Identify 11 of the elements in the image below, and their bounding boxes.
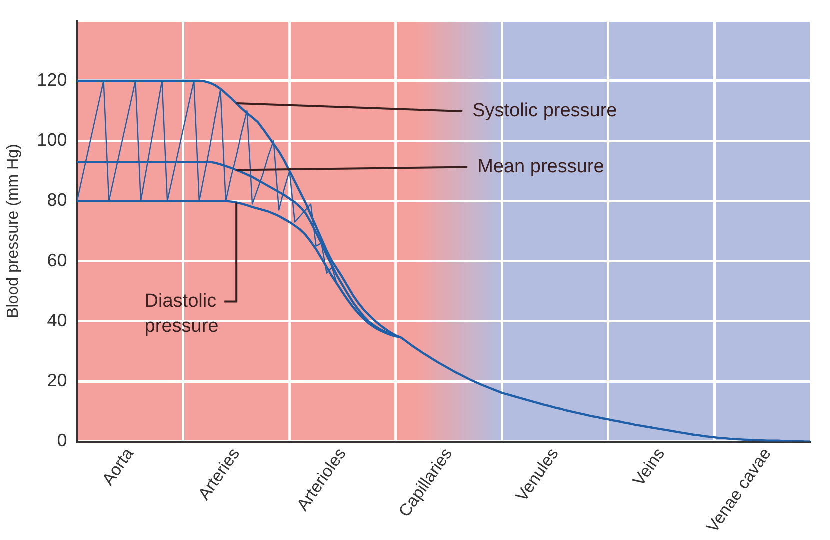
annotation: Systolic pressure: [472, 100, 618, 122]
y-axis-title: Blood pressure (mm Hg): [5, 144, 22, 318]
y-tick-label: 60: [47, 250, 68, 270]
y-tick-label: 120: [37, 70, 68, 90]
y-tick-label: 0: [57, 430, 68, 451]
y-tick-label: 80: [47, 190, 68, 210]
y-tick-label: 40: [47, 310, 68, 330]
y-tick-label: 20: [47, 370, 68, 391]
annotation: Mean pressure: [478, 156, 604, 178]
annotation: Diastolic pressure: [144, 290, 219, 337]
y-tick-label: 100: [37, 130, 68, 150]
